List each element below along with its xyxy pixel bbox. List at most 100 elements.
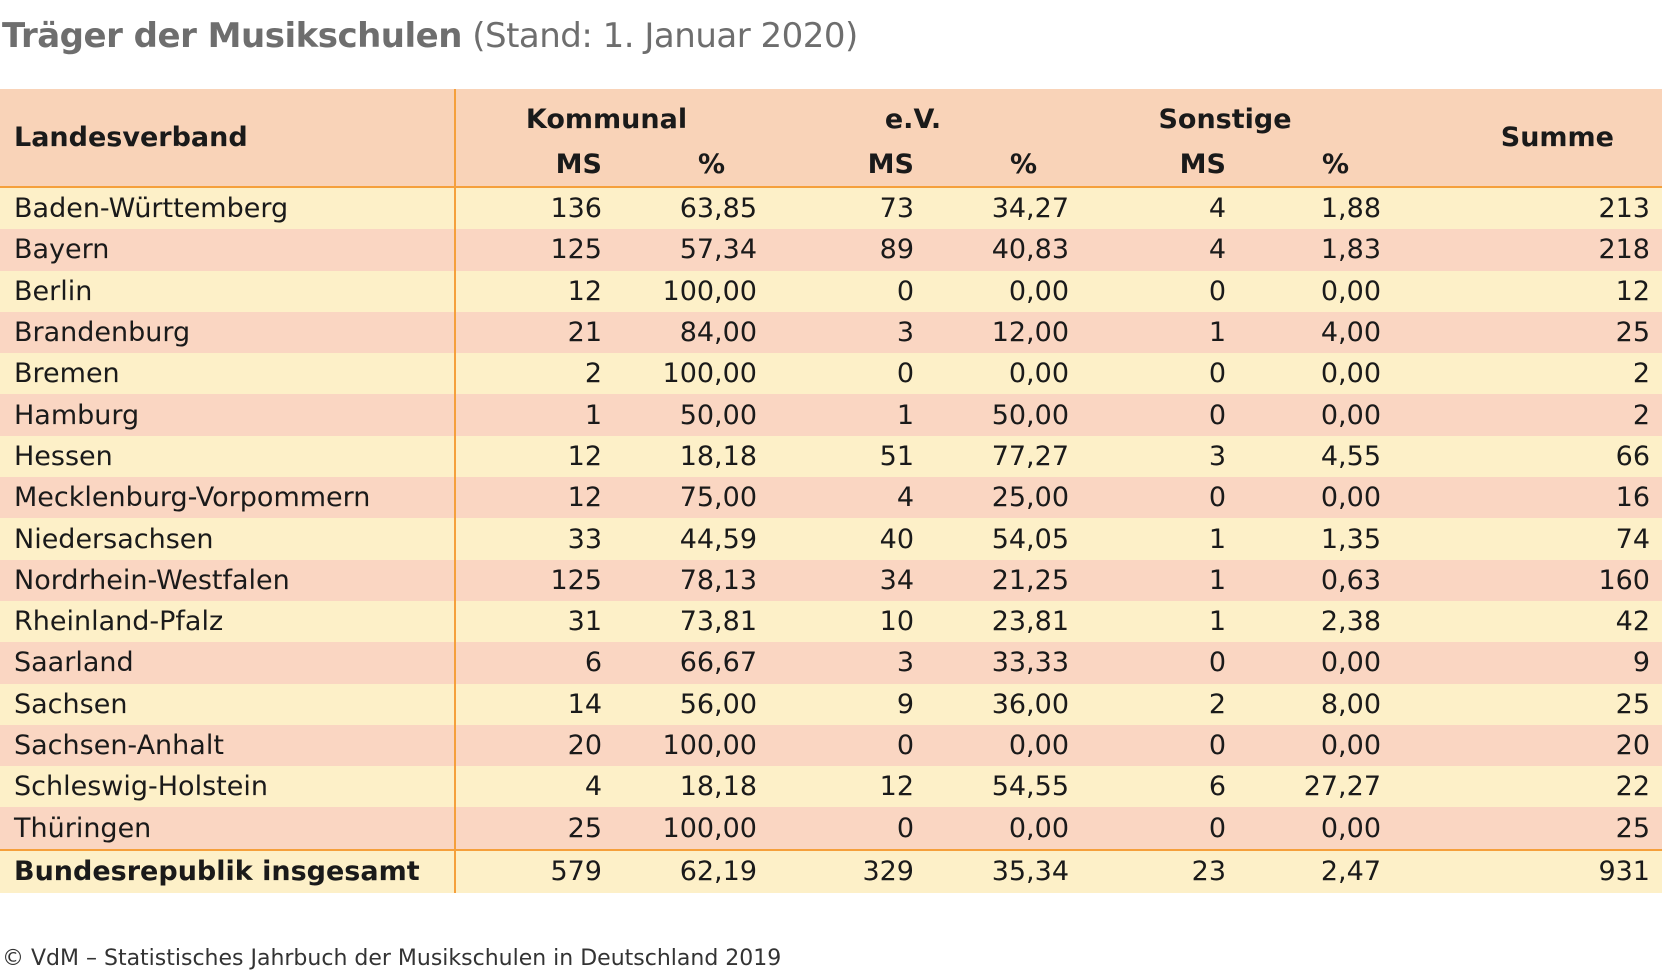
header-sonstige-pct: % <box>1226 137 1381 188</box>
cell-sonstige-ms: 0 <box>1069 270 1226 312</box>
cell-ev-ms: 89 <box>757 229 914 271</box>
cell-ev-pct: 77,27 <box>914 435 1069 478</box>
cell-ev-ms: 3 <box>757 642 914 684</box>
cell-sonstige-pct: 1,35 <box>1226 518 1381 560</box>
cell-sonstige-ms: 1 <box>1069 559 1226 601</box>
cell-ev-pct: 0,00 <box>914 353 1069 395</box>
cell-sonstige-ms: 4 <box>1069 187 1226 230</box>
cell-kommunal-pct: 73,81 <box>602 600 757 643</box>
cell-kommunal-ms: 14 <box>455 683 602 725</box>
cell-summe: 22 <box>1381 766 1662 808</box>
cell-landesverband: Niedersachsen <box>0 518 456 560</box>
source-footer: © VdM – Statistisches Jahrbuch der Musik… <box>2 946 782 971</box>
cell-kommunal-ms: 20 <box>455 724 602 767</box>
cell-summe: 25 <box>1381 807 1662 850</box>
cell-sonstige-pct: 0,00 <box>1226 724 1381 767</box>
cell-kommunal-ms: 12 <box>455 477 602 519</box>
cell-sonstige-pct: 0,00 <box>1226 642 1381 684</box>
table-row: Hessen 12 18,18 51 77,27 3 4,55 66 <box>0 435 1662 478</box>
table-row: Sachsen-Anhalt 20 100,00 0 0,00 0 0,00 20 <box>0 724 1662 767</box>
cell-landesverband: Baden-Württemberg <box>0 187 456 230</box>
total-summe: 931 <box>1381 848 1662 893</box>
cell-ev-ms: 0 <box>757 270 914 312</box>
table-row: Hamburg 1 50,00 1 50,00 0 0,00 2 <box>0 394 1662 436</box>
cell-ev-pct: 33,33 <box>914 642 1069 684</box>
cell-ev-pct: 0,00 <box>914 724 1069 767</box>
total-row: Bundesrepublik insgesamt 579 62,19 329 3… <box>0 848 1662 893</box>
cell-sonstige-ms: 4 <box>1069 229 1226 271</box>
header-sonstige-ms: MS <box>1069 137 1226 188</box>
cell-landesverband: Saarland <box>0 642 456 684</box>
cell-sonstige-ms: 1 <box>1069 600 1226 643</box>
cell-landesverband: Bayern <box>0 229 456 271</box>
cell-landesverband: Schleswig-Holstein <box>0 766 456 808</box>
cell-kommunal-ms: 12 <box>455 435 602 478</box>
cell-ev-ms: 73 <box>757 187 914 230</box>
cell-sonstige-ms: 1 <box>1069 518 1226 560</box>
cell-ev-ms: 51 <box>757 435 914 478</box>
cell-sonstige-ms: 6 <box>1069 766 1226 808</box>
cell-sonstige-pct: 0,00 <box>1226 807 1381 850</box>
cell-kommunal-pct: 63,85 <box>602 187 757 230</box>
cell-kommunal-ms: 125 <box>455 559 602 601</box>
cell-kommunal-ms: 6 <box>455 642 602 684</box>
cell-kommunal-ms: 4 <box>455 766 602 808</box>
total-kommunal-ms: 579 <box>455 848 602 893</box>
cell-sonstige-pct: 0,63 <box>1226 559 1381 601</box>
cell-kommunal-pct: 84,00 <box>602 311 757 354</box>
cell-summe: 66 <box>1381 435 1662 478</box>
cell-sonstige-ms: 0 <box>1069 394 1226 436</box>
cell-kommunal-pct: 75,00 <box>602 477 757 519</box>
cell-kommunal-pct: 100,00 <box>602 353 757 395</box>
table-row: Bremen 2 100,00 0 0,00 0 0,00 2 <box>0 353 1662 395</box>
cell-sonstige-pct: 0,00 <box>1226 353 1381 395</box>
cell-summe: 16 <box>1381 477 1662 519</box>
header-kommunal-pct: % <box>602 137 757 188</box>
table-row: Mecklenburg-Vorpommern 12 75,00 4 25,00 0 0,00… <box>0 477 1662 519</box>
cell-kommunal-ms: 12 <box>455 270 602 312</box>
cell-ev-pct: 0,00 <box>914 270 1069 312</box>
cell-ev-pct: 34,27 <box>914 187 1069 230</box>
cell-kommunal-pct: 57,34 <box>602 229 757 271</box>
table-row: Sachsen 14 56,00 9 36,00 2 8,00 25 <box>0 683 1662 725</box>
cell-landesverband: Hamburg <box>0 394 456 436</box>
cell-summe: 25 <box>1381 683 1662 725</box>
cell-landesverband: Hessen <box>0 435 456 478</box>
cell-kommunal-ms: 31 <box>455 600 602 643</box>
header-landesverband: Landesverband <box>0 89 456 188</box>
cell-ev-ms: 10 <box>757 600 914 643</box>
total-ev-pct: 35,34 <box>914 848 1069 893</box>
cell-summe: 9 <box>1381 642 1662 684</box>
cell-ev-pct: 23,81 <box>914 600 1069 643</box>
cell-ev-pct: 12,00 <box>914 311 1069 354</box>
cell-ev-pct: 50,00 <box>914 394 1069 436</box>
title-subtitle: (Stand: 1. Januar 2020) <box>472 16 858 56</box>
cell-ev-pct: 21,25 <box>914 559 1069 601</box>
cell-summe: 2 <box>1381 353 1662 395</box>
cell-sonstige-ms: 2 <box>1069 683 1226 725</box>
table-row: Brandenburg 21 84,00 3 12,00 1 4,00 25 <box>0 311 1662 354</box>
cell-sonstige-ms: 3 <box>1069 435 1226 478</box>
cell-sonstige-ms: 1 <box>1069 311 1226 354</box>
total-sonstige-ms: 23 <box>1069 848 1226 893</box>
cell-ev-ms: 0 <box>757 724 914 767</box>
cell-landesverband: Thüringen <box>0 807 456 850</box>
cell-kommunal-pct: 44,59 <box>602 518 757 560</box>
cell-ev-ms: 1 <box>757 394 914 436</box>
header-kommunal: Kommunal <box>455 89 757 137</box>
cell-kommunal-pct: 78,13 <box>602 559 757 601</box>
cell-sonstige-ms: 0 <box>1069 807 1226 850</box>
cell-landesverband: Berlin <box>0 270 456 312</box>
cell-kommunal-ms: 33 <box>455 518 602 560</box>
cell-sonstige-ms: 0 <box>1069 477 1226 519</box>
cell-kommunal-pct: 50,00 <box>602 394 757 436</box>
cell-kommunal-ms: 136 <box>455 187 602 230</box>
cell-ev-pct: 0,00 <box>914 807 1069 850</box>
page-title: Träger der Musikschulen (Stand: 1. Janua… <box>2 16 858 56</box>
cell-kommunal-pct: 100,00 <box>602 724 757 767</box>
header-sonstige: Sonstige <box>1069 89 1381 137</box>
cell-summe: 213 <box>1381 187 1662 230</box>
cell-summe: 218 <box>1381 229 1662 271</box>
header-ev-ms: MS <box>757 137 914 188</box>
cell-kommunal-ms: 25 <box>455 807 602 850</box>
